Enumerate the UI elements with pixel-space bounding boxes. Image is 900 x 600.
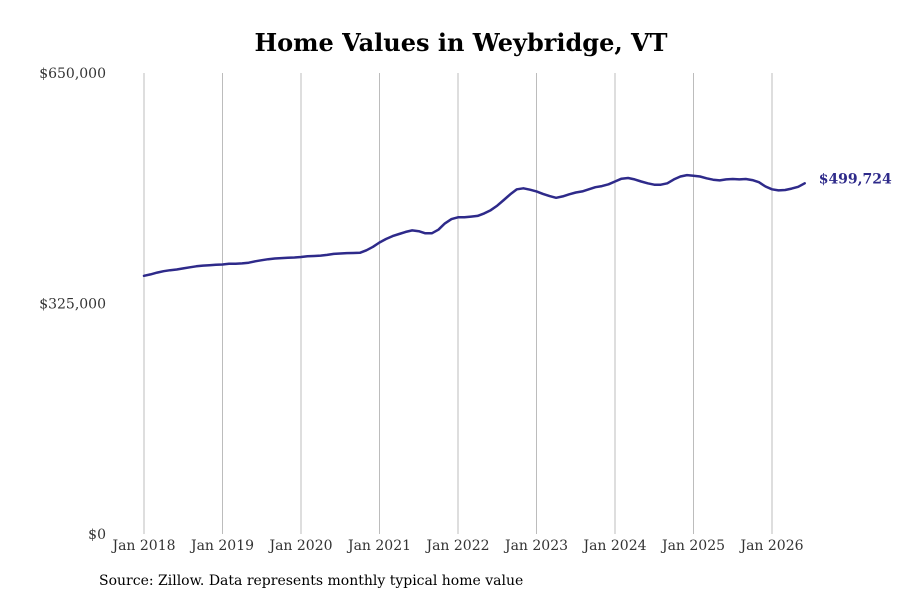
x-tick-label-jan-2023: Jan 2023 xyxy=(503,538,568,554)
x-tick-label-jan-2024: Jan 2024 xyxy=(581,538,646,554)
series-line-0 xyxy=(144,175,805,276)
x-tick-label-jan-2022: Jan 2022 xyxy=(424,538,489,554)
x-tick-label-jan-2021: Jan 2021 xyxy=(346,538,411,554)
series-layer xyxy=(144,175,805,276)
y-tick-label-325000: $325,000 xyxy=(39,297,106,313)
x-axis-tick-labels: Jan 2018 Jan 2019 Jan 2020 Jan 2021 Jan 2022… xyxy=(110,538,803,554)
y-tick-label-0: $0 xyxy=(88,527,106,543)
x-tick-label-jan-2026: Jan 2026 xyxy=(738,538,803,554)
x-tick-label-jan-2019: Jan 2019 xyxy=(189,538,254,554)
x-tick-label-jan-2025: Jan 2025 xyxy=(660,538,725,554)
line-chart: Home Values in Weybridge, VT $0$325,000$… xyxy=(0,0,900,560)
chart-title: Home Values in Weybridge, VT xyxy=(254,28,667,57)
y-tick-label-650000: $650,000 xyxy=(39,66,106,82)
x-tick-label-jan-2020: Jan 2020 xyxy=(267,538,332,554)
source-note: Source: Zillow. Data represents monthly … xyxy=(99,573,523,589)
grid-lines xyxy=(144,73,772,534)
end-value-label: $499,724 xyxy=(819,171,892,187)
y-axis-tick-labels: $0 $325,000 $650,000 xyxy=(39,66,106,543)
x-tick-label-jan-2018: Jan 2018 xyxy=(110,538,175,554)
